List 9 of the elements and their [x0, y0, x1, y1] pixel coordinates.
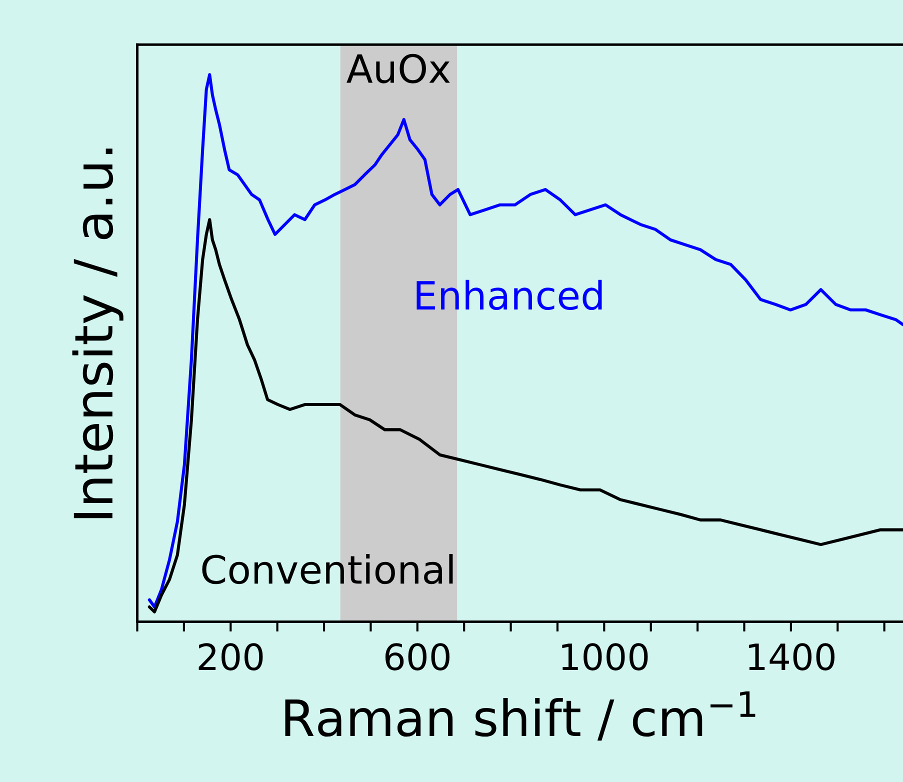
x-tick-label: 1000	[562, 643, 648, 670]
series-label: Enhanced	[416, 280, 602, 310]
x-tick-label: 1400	[748, 643, 834, 670]
x-tick-label: 600	[385, 643, 450, 670]
x-tick-label: 200	[198, 643, 263, 670]
band-label: AuOx	[346, 54, 450, 84]
y-axis-title: Intensity / a.u.	[72, 148, 124, 518]
x-axis-title: Raman shift / cm$^{−1}$	[285, 691, 756, 741]
series-label: Conventional	[202, 554, 453, 584]
